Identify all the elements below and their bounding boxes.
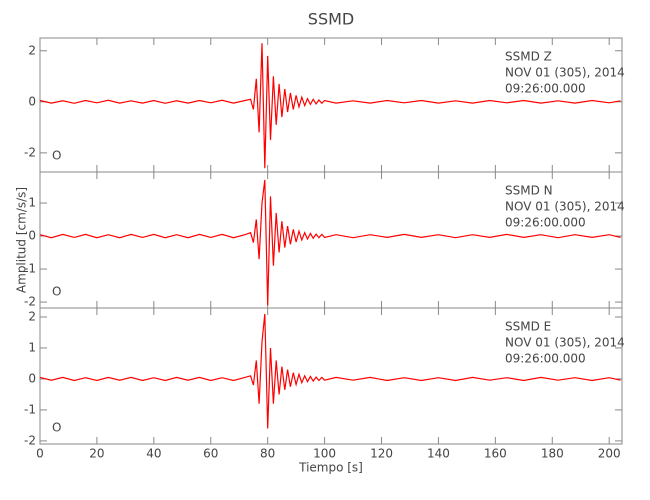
time-label: 09:26:00.000 bbox=[505, 352, 586, 366]
y-tick-label: 1 bbox=[28, 196, 36, 210]
x-tick-label: 40 bbox=[146, 447, 161, 461]
y-tick-label: -2 bbox=[24, 295, 36, 309]
x-axis-label: Tiempo [s] bbox=[298, 461, 363, 475]
y-tick-label: -2 bbox=[24, 433, 36, 447]
panel-marker: O bbox=[52, 149, 61, 163]
panel-frame bbox=[39, 307, 623, 445]
y-tick-label: -1 bbox=[24, 262, 36, 276]
station-label: SSMD N bbox=[505, 184, 553, 198]
y-tick-label: 2 bbox=[28, 309, 36, 323]
x-tick-label: 60 bbox=[203, 447, 218, 461]
time-label: 09:26:00.000 bbox=[505, 82, 586, 96]
station-label: SSMD Z bbox=[505, 50, 552, 64]
x-tick-label: 180 bbox=[541, 447, 564, 461]
y-axis-label: Amplitud [cm/s/s] bbox=[15, 187, 29, 293]
time-label: 09:26:00.000 bbox=[505, 216, 586, 230]
y-tick-label: 0 bbox=[28, 229, 36, 243]
station-label: SSMD E bbox=[505, 320, 551, 334]
x-tick-label: 140 bbox=[427, 447, 450, 461]
x-tick-label: 100 bbox=[313, 447, 336, 461]
y-tick-label: 0 bbox=[28, 371, 36, 385]
waveform bbox=[39, 43, 621, 169]
x-tick-label: 80 bbox=[260, 447, 275, 461]
date-label: NOV 01 (305), 2014 bbox=[505, 336, 625, 350]
y-tick-label: -1 bbox=[24, 402, 36, 416]
date-label: NOV 01 (305), 2014 bbox=[505, 200, 625, 214]
y-tick-label: 0 bbox=[28, 94, 36, 108]
panel-marker: O bbox=[52, 285, 61, 299]
y-tick-label: -2 bbox=[24, 145, 36, 159]
chart-title: SSMD bbox=[308, 10, 354, 29]
x-tick-label: 0 bbox=[36, 447, 44, 461]
x-tick-label: 20 bbox=[89, 447, 104, 461]
y-tick-label: 2 bbox=[28, 43, 36, 57]
x-tick-label: 160 bbox=[484, 447, 507, 461]
date-label: NOV 01 (305), 2014 bbox=[505, 66, 625, 80]
x-tick-label: 200 bbox=[598, 447, 621, 461]
x-tick-label: 120 bbox=[370, 447, 393, 461]
panel-marker: O bbox=[52, 421, 61, 435]
waveform bbox=[39, 313, 621, 429]
y-tick-label: 1 bbox=[28, 340, 36, 354]
waveform bbox=[39, 179, 621, 306]
